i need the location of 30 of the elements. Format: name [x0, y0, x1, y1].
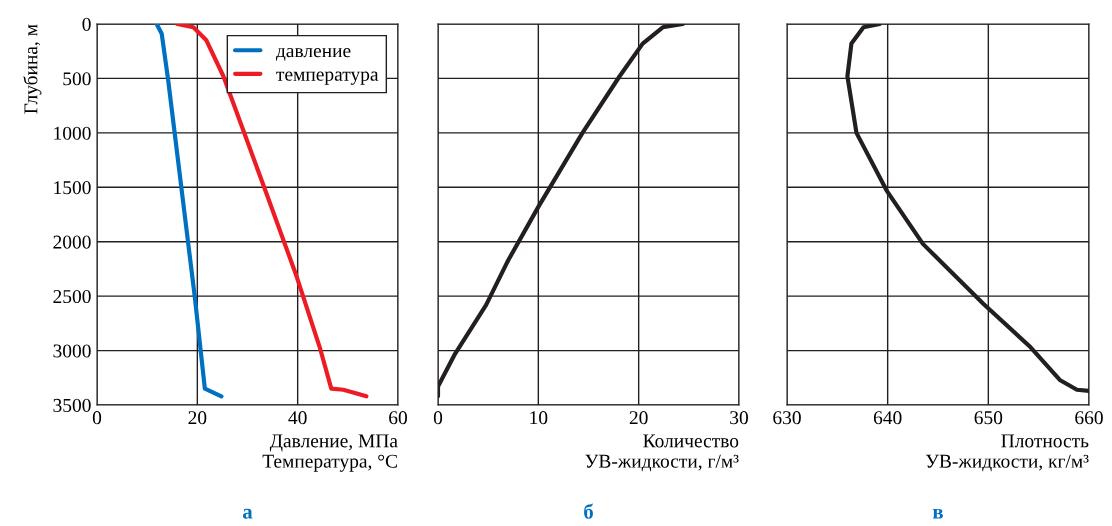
line-series	[154, 24, 224, 399]
y-tick-label: 0	[82, 17, 91, 31]
legend-label: давление	[275, 47, 351, 61]
x-axis-title: Плотность УВ-жидкости, кг/м³	[925, 434, 1089, 472]
x-tick-label: 20	[188, 411, 207, 425]
text: б	[584, 503, 593, 519]
y-tick-label: 1500	[54, 181, 91, 195]
y-tick-label: 3500	[53, 398, 91, 412]
x-tick-label: 640	[873, 411, 902, 425]
x-tick-label: 40	[288, 411, 307, 425]
x-tick-label: 630	[773, 411, 801, 425]
x-tick-label: 30	[730, 411, 748, 425]
y-tick-label: 1000	[54, 126, 91, 140]
y-tick-label: 2500	[53, 289, 91, 304]
x-axis-title: Давление, МПа Температура, °C	[262, 434, 398, 472]
y-axis-title: Глубина, м	[23, 24, 42, 114]
x-tick-label: 0	[433, 411, 443, 425]
text: в	[932, 508, 943, 519]
x-tick-label: 20	[629, 411, 648, 425]
legend-label: температура	[276, 71, 379, 85]
x-tick-label: 10	[530, 411, 548, 425]
y-tick-label: 2000	[53, 235, 91, 249]
x-tick-label: 0	[92, 411, 102, 425]
y-tick-label: 3000	[53, 344, 91, 358]
x-tick-label: 650	[974, 411, 1003, 425]
text: а	[242, 508, 253, 519]
y-tick-label: 500	[63, 72, 91, 86]
x-axis-title: Количество УВ-жидкости, г/м³	[585, 434, 739, 472]
x-tick-label: 660	[1075, 411, 1103, 425]
x-tick-label: 60	[389, 411, 407, 425]
